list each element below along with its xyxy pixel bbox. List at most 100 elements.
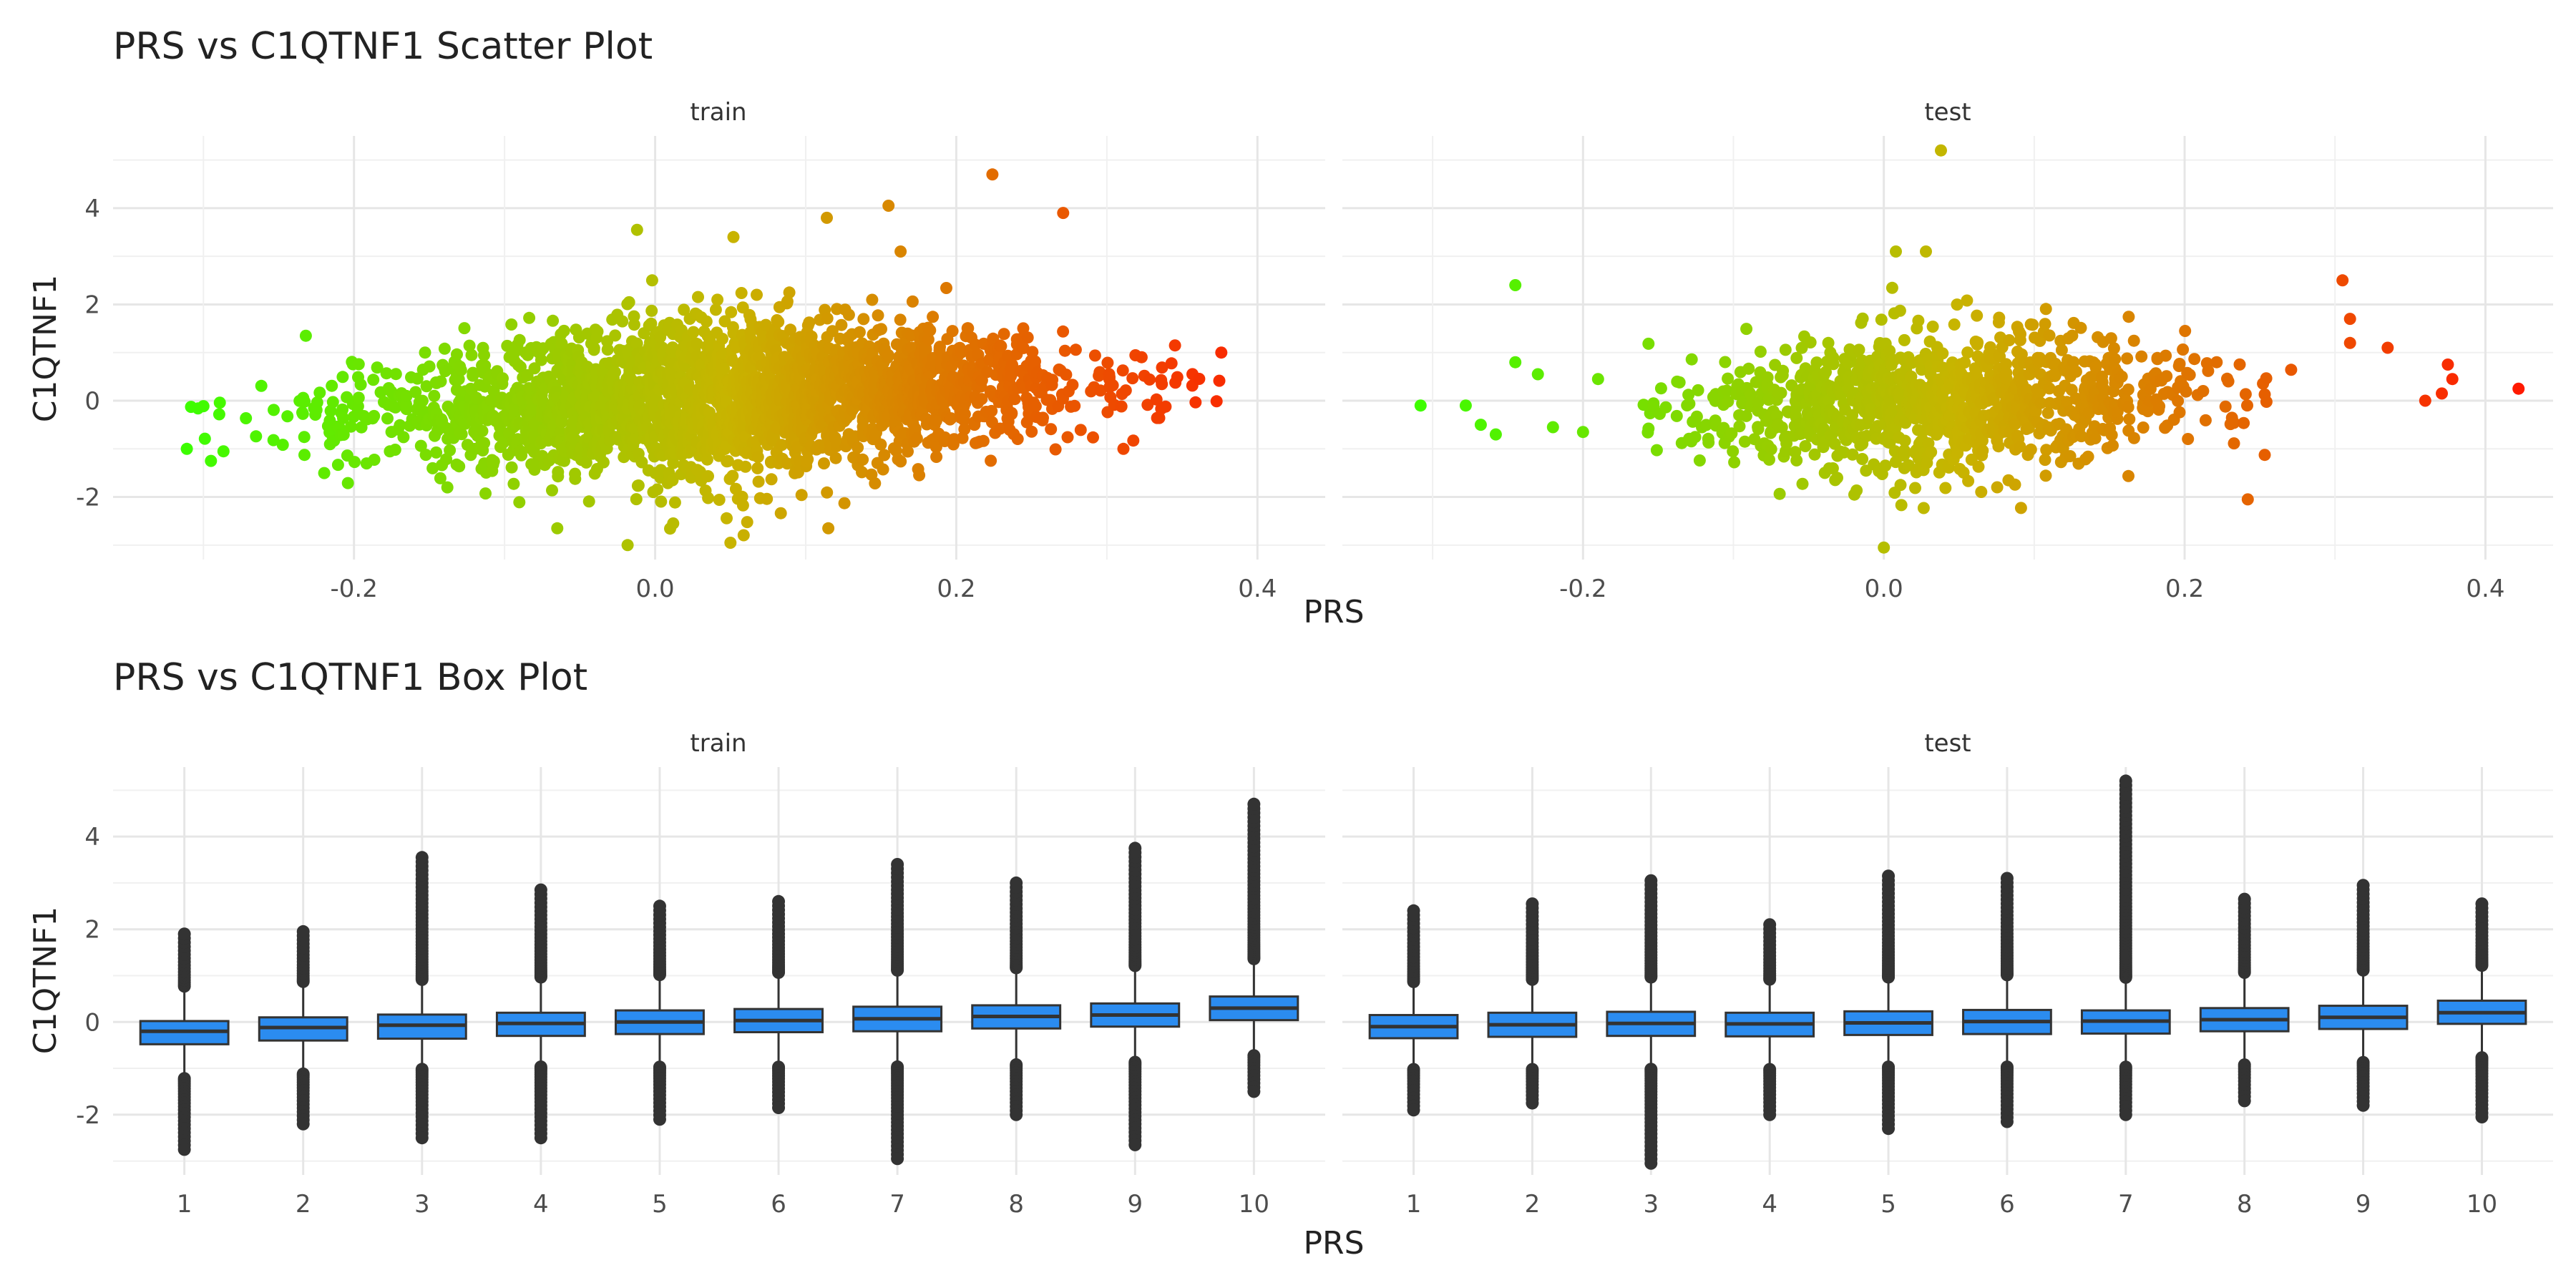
x-tick-label: 1 <box>1406 1190 1422 1219</box>
x-tick-label: 8 <box>2237 1190 2253 1219</box>
scatter-point <box>1893 304 1906 317</box>
scatter-point <box>713 494 726 506</box>
scatter-point <box>580 456 592 469</box>
outlier-point <box>1407 904 1420 917</box>
scatter-point <box>438 342 451 355</box>
scatter-point <box>801 453 814 466</box>
scatter-point <box>2197 385 2210 397</box>
scatter-point <box>2122 383 2135 396</box>
scatter-point <box>1894 479 1907 492</box>
scatter-point <box>1210 395 1223 408</box>
scatter-point <box>1777 364 1790 377</box>
scatter-point <box>751 288 763 301</box>
y-tick-label: 0 <box>84 387 100 416</box>
scatter-point <box>655 495 668 508</box>
scatter-point <box>1898 434 1911 447</box>
scatter-point <box>874 438 887 451</box>
scatter-point <box>687 326 700 338</box>
box-facet-label-train: train <box>690 729 746 758</box>
scatter-point <box>609 366 621 379</box>
scatter-point <box>1074 424 1087 436</box>
scatter-point <box>1879 459 1892 472</box>
scatter-point <box>1069 343 1082 356</box>
scatter-point <box>2436 387 2448 400</box>
scatter-point <box>630 337 643 350</box>
outlier-point <box>415 1131 429 1145</box>
scatter-point <box>452 373 465 386</box>
scatter-point <box>2177 343 2190 356</box>
x-tick-label: 0.4 <box>1238 575 1277 603</box>
scatter-point <box>853 326 866 338</box>
x-tick-label: 0.0 <box>636 575 675 603</box>
x-tick-label: 0.4 <box>2466 575 2504 603</box>
scatter-point <box>830 436 843 449</box>
x-tick-label: 5 <box>1880 1190 1896 1219</box>
outlier-point <box>891 858 904 871</box>
scatter-point <box>1060 369 1073 381</box>
scatter-point <box>1890 245 1902 258</box>
scatter-point <box>2082 450 2094 463</box>
scatter-point <box>197 400 210 413</box>
box-8 <box>2199 892 2290 1108</box>
scatter-point <box>1790 454 1803 467</box>
scatter-point <box>451 348 463 361</box>
scatter-point <box>2039 303 2052 316</box>
scatter-point <box>1895 499 1908 512</box>
scatter-point <box>1850 484 1863 497</box>
scatter-point <box>250 430 263 443</box>
scatter-point <box>1827 358 1840 371</box>
scatter-point <box>296 407 309 420</box>
scatter-point <box>1948 318 1961 331</box>
outlier-point <box>1247 1085 1261 1098</box>
scatter-point <box>1156 378 1169 391</box>
scatter-point <box>1101 356 1114 369</box>
scatter-point <box>1912 314 1925 327</box>
scatter-point <box>2137 421 2150 434</box>
scatter-point <box>2381 341 2394 354</box>
outlier-point <box>1644 1156 1658 1170</box>
scatter-point <box>805 330 818 343</box>
scatter-point <box>852 441 864 454</box>
scatter-point <box>2043 329 2056 342</box>
outlier-point <box>534 883 547 897</box>
scatter-point <box>1976 444 1989 457</box>
scatter-point <box>906 295 919 308</box>
x-tick-label: 6 <box>1999 1190 2015 1219</box>
scatter-point <box>1761 371 1774 384</box>
scatter-point <box>337 429 350 441</box>
scatter-point <box>667 457 680 469</box>
outlier-point <box>415 851 429 864</box>
box-6 <box>733 894 824 1115</box>
x-tick-label: 2 <box>296 1190 311 1219</box>
scatter-facet-label-train: train <box>690 98 746 127</box>
scatter-point <box>1474 419 1487 431</box>
outlier-point <box>1763 918 1777 932</box>
scatter-point <box>1799 440 1812 452</box>
scatter-point <box>217 445 230 458</box>
scatter-point <box>1763 453 1775 466</box>
scatter-point <box>2069 365 2082 378</box>
outlier-point <box>891 1152 904 1166</box>
y-tick-label: 4 <box>84 195 100 223</box>
scatter-point <box>739 460 752 473</box>
scatter-point <box>630 493 643 506</box>
scatter-panel-test: -0.2 0.0 0.2 0.4 <box>1342 136 2553 603</box>
scatter-point <box>765 473 778 486</box>
scatter-point <box>430 446 443 459</box>
scatter-point <box>434 375 447 388</box>
scatter-point <box>1046 374 1059 386</box>
scatter-point <box>735 287 748 299</box>
scatter-point <box>1531 368 1544 381</box>
scatter-point <box>2180 385 2192 398</box>
scatter-point <box>2179 325 2192 337</box>
x-tick-label: 6 <box>771 1190 786 1219</box>
outlier-point <box>177 927 191 941</box>
scatter-point <box>795 489 808 502</box>
scatter-point <box>1670 409 1683 422</box>
scatter-point <box>2228 437 2240 450</box>
box-facet-label-test: test <box>1924 729 1971 758</box>
scatter-point <box>1971 309 1984 322</box>
scatter-point <box>2014 328 2026 341</box>
scatter-point <box>666 474 679 487</box>
